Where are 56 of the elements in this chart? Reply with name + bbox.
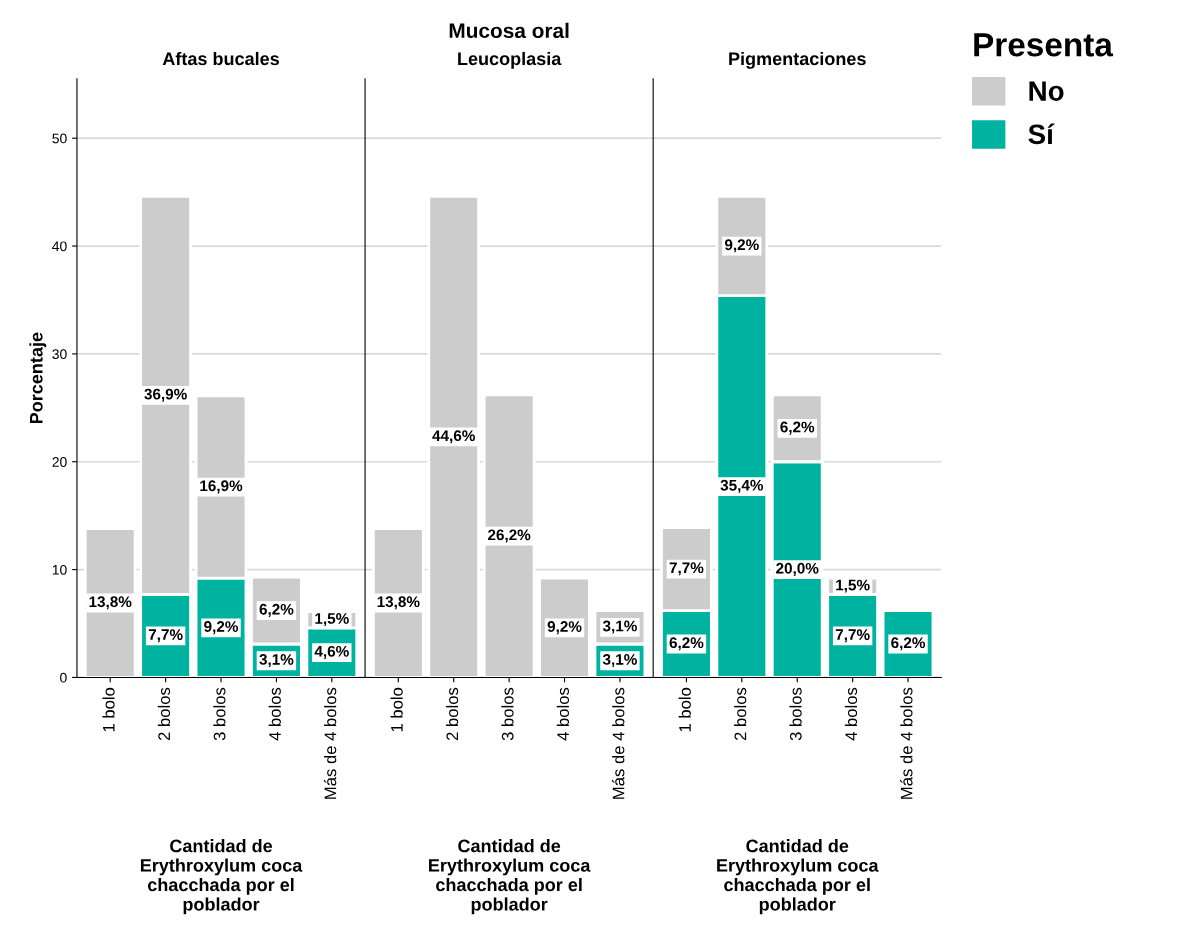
y-tick-label: 20 (52, 457, 67, 467)
x-tick-label: Más de 4 bolos (323, 687, 337, 799)
text: Mucosa oral (449, 22, 569, 39)
legend-label: No (1029, 81, 1064, 101)
data-label: 35,4% (720, 479, 764, 493)
x-tick-label: 1 bolo (390, 687, 403, 732)
y-tick-label: 50 (52, 133, 67, 144)
x-tick-label: 4 bolos (268, 687, 281, 741)
x-tick-label: 1 bolo (678, 687, 691, 732)
data-label: 6,2% (891, 637, 926, 651)
data-label: 36,9% (144, 388, 187, 402)
x-tick-label: Más de 4 bolos (611, 687, 625, 799)
data-label: 4,6% (314, 645, 349, 659)
data-label: 7,7% (835, 629, 870, 643)
x-tick-label: 2 bolos (445, 687, 459, 741)
data-label: 9,2% (724, 239, 759, 253)
x-tick-label: 2 bolos (157, 687, 171, 741)
data-label: 1,5% (836, 579, 870, 593)
legend-title: Presenta (974, 33, 1114, 57)
data-label: 6,2% (780, 421, 815, 435)
data-label: 3,1% (602, 620, 637, 634)
data-label: 9,2% (547, 621, 582, 635)
data-label: 13,8% (89, 596, 132, 610)
chart-title: Aftas bucales (162, 51, 279, 66)
x-tick-label: 3 bolos (789, 687, 802, 741)
data-label: 6,2% (259, 603, 294, 617)
data-label: 6,2% (669, 637, 704, 651)
chart-title: Leucoplasia (458, 51, 562, 69)
y-tick-label: 40 (52, 241, 67, 252)
y-tick-label: 10 (52, 564, 67, 575)
x-axis-title: Cantidad de Erythroxylum coca chacchada por el poblador (140, 839, 303, 915)
x-axis-title: Cantidad de Erythroxylum coca chacchada por el poblador (717, 839, 879, 915)
x-tick-label: 2 bolos (734, 687, 747, 741)
data-label: 13,8% (377, 596, 420, 610)
data-label: 16,9% (200, 480, 243, 494)
y-tick-label: 0 (60, 672, 67, 683)
data-label: 44,6% (432, 430, 475, 444)
x-axis-title: Cantidad de Erythroxylum coca chacchada por el poblador (429, 839, 591, 915)
y-axis-title: Porcentaje (29, 332, 47, 424)
data-label: 26,2% (487, 529, 531, 543)
data-label: 1,5% (315, 613, 349, 627)
x-tick-label: 4 bolos (556, 687, 569, 741)
data-label: 3,1% (602, 654, 637, 668)
chart-title: Pigmentaciones (729, 51, 866, 69)
data-label: 7,7% (148, 629, 183, 643)
legend-label: Sí (1028, 123, 1055, 145)
x-tick-label: 4 bolos (844, 687, 858, 741)
data-label: 20,0% (776, 562, 819, 576)
x-tick-label: 3 bolos (501, 687, 514, 741)
x-tick-label: 1 bolo (102, 687, 115, 732)
x-tick-label: Más de 4 bolos (900, 687, 913, 799)
data-label: 3,1% (259, 654, 294, 668)
x-tick-label: 3 bolos (213, 687, 226, 741)
data-label: 7,7% (669, 562, 704, 576)
y-tick-label: 30 (52, 349, 67, 360)
data-label: 9,2% (204, 621, 239, 635)
